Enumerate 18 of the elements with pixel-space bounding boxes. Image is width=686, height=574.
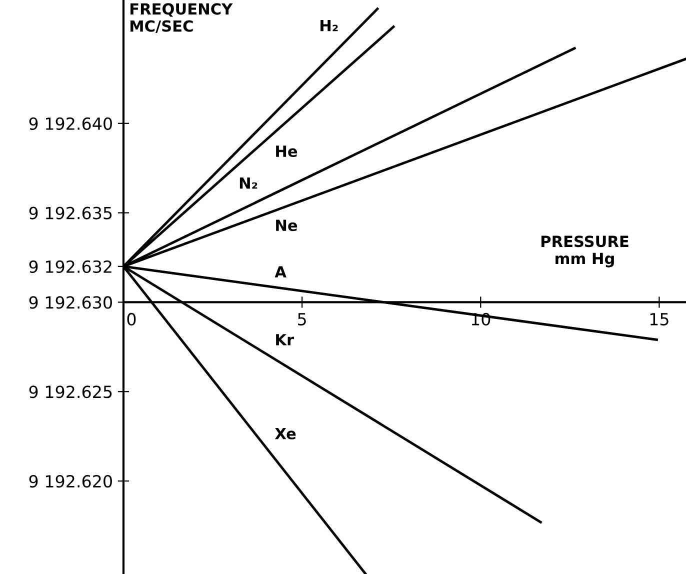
y-tick-label: 9 192.635 — [29, 206, 112, 220]
series-label: N₂ — [240, 177, 258, 189]
series-label: He — [276, 146, 298, 158]
series-label: Ne — [276, 220, 298, 232]
x-axis-title: PRESSURE mm Hg — [541, 236, 628, 268]
x-tick-label: 5 — [298, 313, 306, 326]
series-label: Kr — [276, 334, 294, 346]
x-tick-label: 0 — [127, 312, 136, 326]
y-tick-label: 9 192.625 — [29, 386, 112, 398]
x-tick-label: 15 — [650, 313, 668, 326]
y-tick-label: 9 192.630 — [29, 296, 112, 309]
y-tick-label: 9 192.632 — [29, 260, 112, 274]
y-tick-label: 9 192.640 — [29, 117, 112, 130]
series-label: H₂ — [320, 20, 338, 32]
series-label: A — [274, 266, 286, 278]
y-tick-label: 9 192.620 — [29, 474, 112, 488]
series-label: Xe — [274, 428, 296, 440]
y-axis-title: FREQUENCY MC/SEC — [130, 3, 233, 34]
